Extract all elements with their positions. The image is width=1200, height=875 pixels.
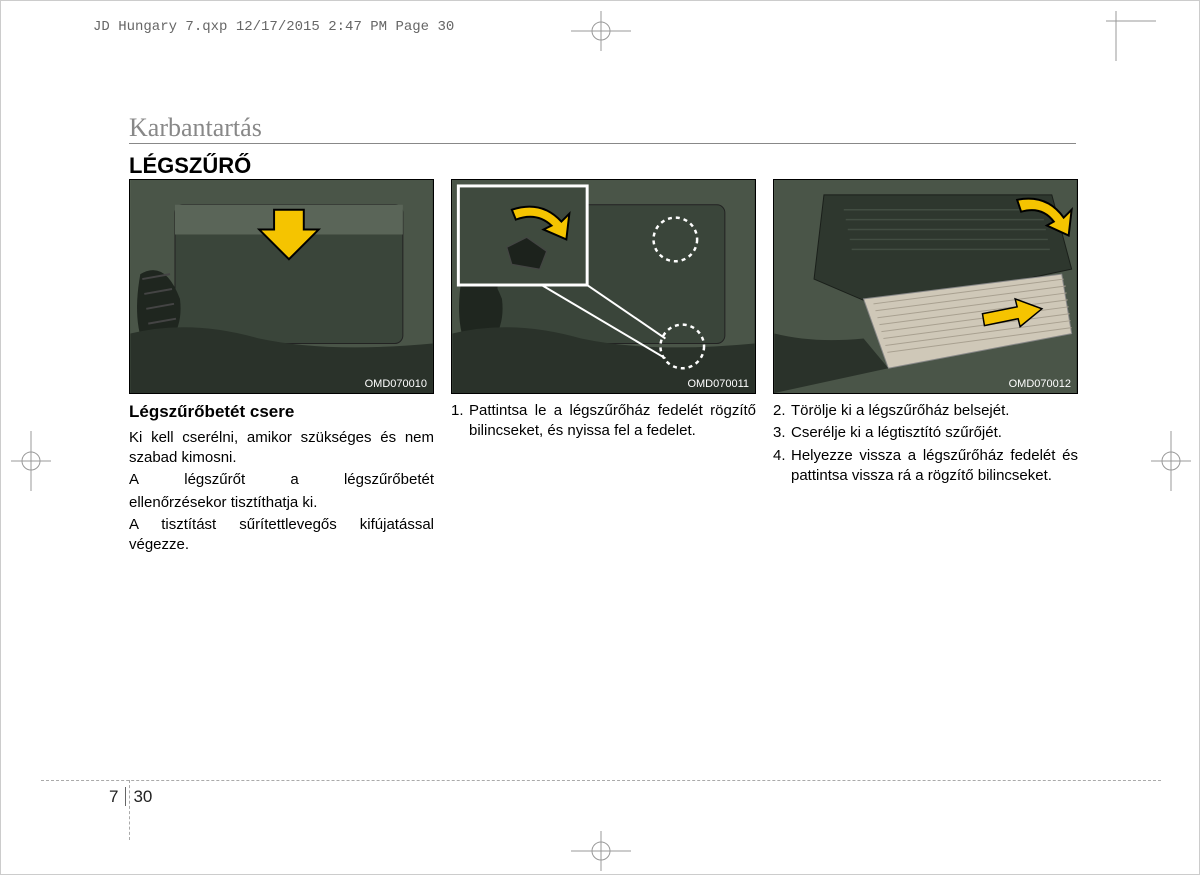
crop-mark-right [1151,421,1191,501]
step-2-num: 2. [773,401,791,421]
figure-2: OMD070011 [451,179,756,394]
col1-p2b: ellenőrzésekor tisztíthatja ki. [129,493,434,513]
step-2-text: Törölje ki a légszűrőház belsejét. [791,401,1078,421]
column-3: 2. Törölje ki a légszűrőház belsejét. 3.… [773,401,1078,488]
step-4: 4. Helyezze vissza a légszűrőház fedelét… [773,446,1078,487]
crop-mark-top-right [1106,11,1166,71]
footer-dashed-rule [41,780,1161,781]
col1-p2a: A légszűrőt a légszűrőbetét [129,470,434,490]
step-4-num: 4. [773,446,791,487]
figure-2-label: OMD070011 [687,378,749,390]
crop-mark-left [11,421,51,501]
page-number-value: 30 [125,787,152,806]
column-2: 1. Pattintsa le a légszűrőház fedelét rö… [451,401,756,444]
section-rule [129,143,1076,144]
page-number: 730 [109,787,152,807]
col1-p1: Ki kell cserélni, amikor szükséges és ne… [129,428,434,469]
step-1-num: 1. [451,401,469,442]
column-1: Légszűrőbetét csere Ki kell cserélni, am… [129,401,434,557]
figure-1: OMD070010 [129,179,434,394]
step-1-text: Pattintsa le a légszűrőház fedelét rögzí… [469,401,756,442]
col1-p3: A tisztítást sűrítettlevegős kifújatássa… [129,515,434,556]
step-3-num: 3. [773,423,791,443]
chapter-number: 7 [109,787,125,806]
step-2: 2. Törölje ki a légszűrőház belsejét. [773,401,1078,421]
step-1: 1. Pattintsa le a légszűrőház fedelét rö… [451,401,756,442]
section-title: Karbantartás [129,113,262,143]
subheading: Légszűrőbetét csere [129,401,434,424]
step-3-text: Cserélje ki a légtisztító szűrőjét. [791,423,1078,443]
crop-mark-top [561,11,641,51]
crop-mark-bottom [561,831,641,871]
figure-1-label: OMD070010 [365,378,427,390]
figure-3-label: OMD070012 [1009,378,1071,390]
step-4-text: Helyezze vissza a légszűrőház fedelét és… [791,446,1078,487]
print-meta-header: JD Hungary 7.qxp 12/17/2015 2:47 PM Page… [93,19,454,35]
figure-3: OMD070012 [773,179,1078,394]
step-3: 3. Cserélje ki a légtisztító szűrőjét. [773,423,1078,443]
main-heading: LÉGSZŰRŐ [129,153,251,179]
